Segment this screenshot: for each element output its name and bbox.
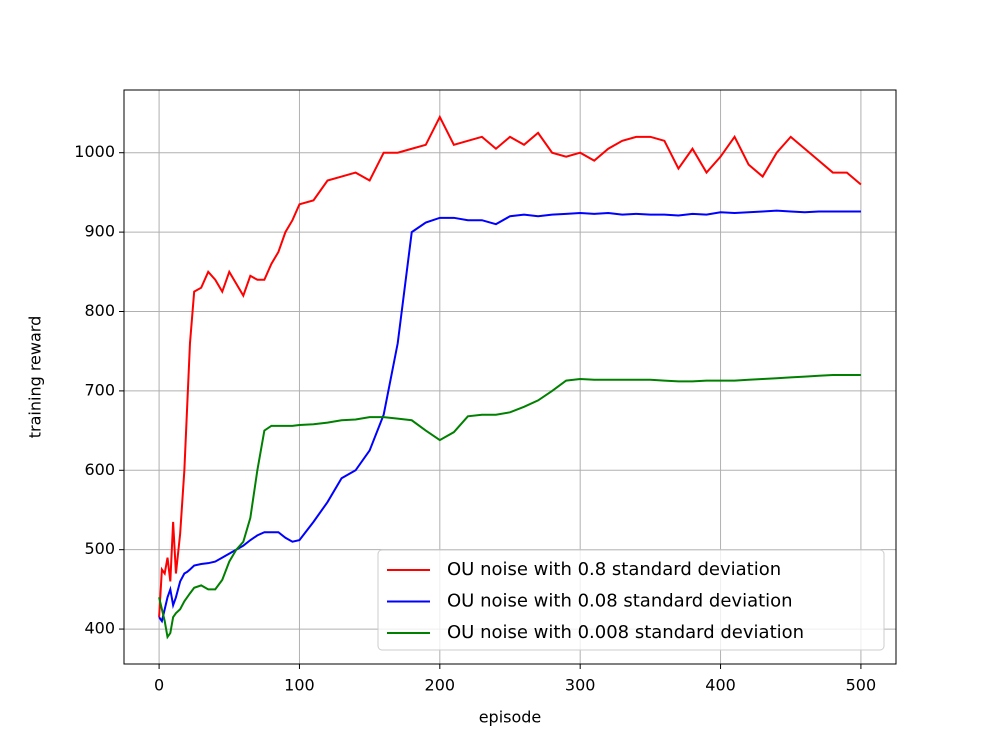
x-tick-label: 300 (565, 676, 596, 695)
plot-frame (123, 89, 897, 665)
data-line (158, 374, 861, 640)
data-line (158, 209, 861, 624)
y-tick-label: 700 (84, 380, 115, 399)
y-tick-label: 1000 (74, 142, 115, 161)
x-tick-label: 400 (705, 676, 736, 695)
data-line (158, 114, 862, 618)
y-tick-label: 500 (84, 539, 115, 558)
legend-label: OU noise with 0.08 standard deviation (447, 591, 793, 612)
x-tick-label: 500 (846, 676, 877, 695)
x-tick-label: 100 (284, 676, 315, 695)
y-tick-label: 900 (84, 222, 115, 241)
x-axis-label: episode (479, 708, 542, 727)
y-axis-label: training reward (26, 316, 45, 438)
legend-label: OU noise with 0.008 standard deviation (447, 622, 804, 643)
legend-label: OU noise with 0.8 standard deviation (447, 559, 781, 580)
x-tick-label: 0 (154, 676, 164, 695)
y-tick-label: 800 (84, 301, 115, 320)
x-tick-label: 200 (425, 676, 456, 695)
y-tick-label: 600 (84, 460, 115, 479)
legend: OU noise with 0.8 standard deviation OU n… (377, 549, 885, 651)
y-tick-label: 400 (84, 619, 115, 638)
legend-box (377, 549, 885, 651)
